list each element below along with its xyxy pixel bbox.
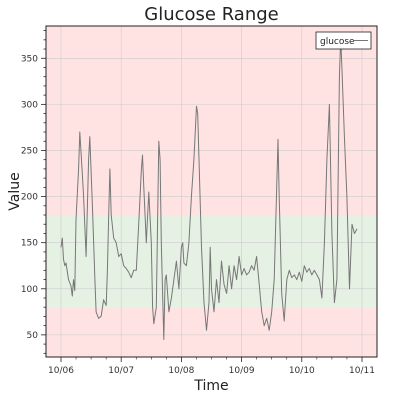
- y-axis-title: Value: [7, 172, 23, 210]
- y-tick-label: 200: [21, 193, 38, 203]
- chart-title: Glucose Range: [144, 4, 279, 25]
- x-tick-label: 10/09: [229, 366, 255, 376]
- x-tick-label: 10/06: [48, 366, 74, 376]
- y-tick-label: 350: [21, 54, 38, 64]
- x-axis-title: Time: [193, 378, 228, 394]
- y-tick-label: 50: [27, 331, 39, 341]
- x-tick-label: 10/10: [289, 366, 315, 376]
- legend: glucose: [316, 32, 371, 49]
- y-tick-label: 150: [21, 239, 38, 249]
- legend-label-glucose: glucose: [320, 37, 355, 47]
- band-high: [46, 26, 377, 215]
- x-tick-label: 10/07: [108, 366, 134, 376]
- y-tick-label: 300: [21, 100, 38, 110]
- x-tick-label: 10/08: [168, 366, 194, 376]
- y-tick-label: 100: [21, 285, 38, 295]
- x-tick-label: 10/11: [349, 366, 375, 376]
- y-tick-label: 250: [21, 146, 38, 156]
- band-low: [46, 307, 377, 357]
